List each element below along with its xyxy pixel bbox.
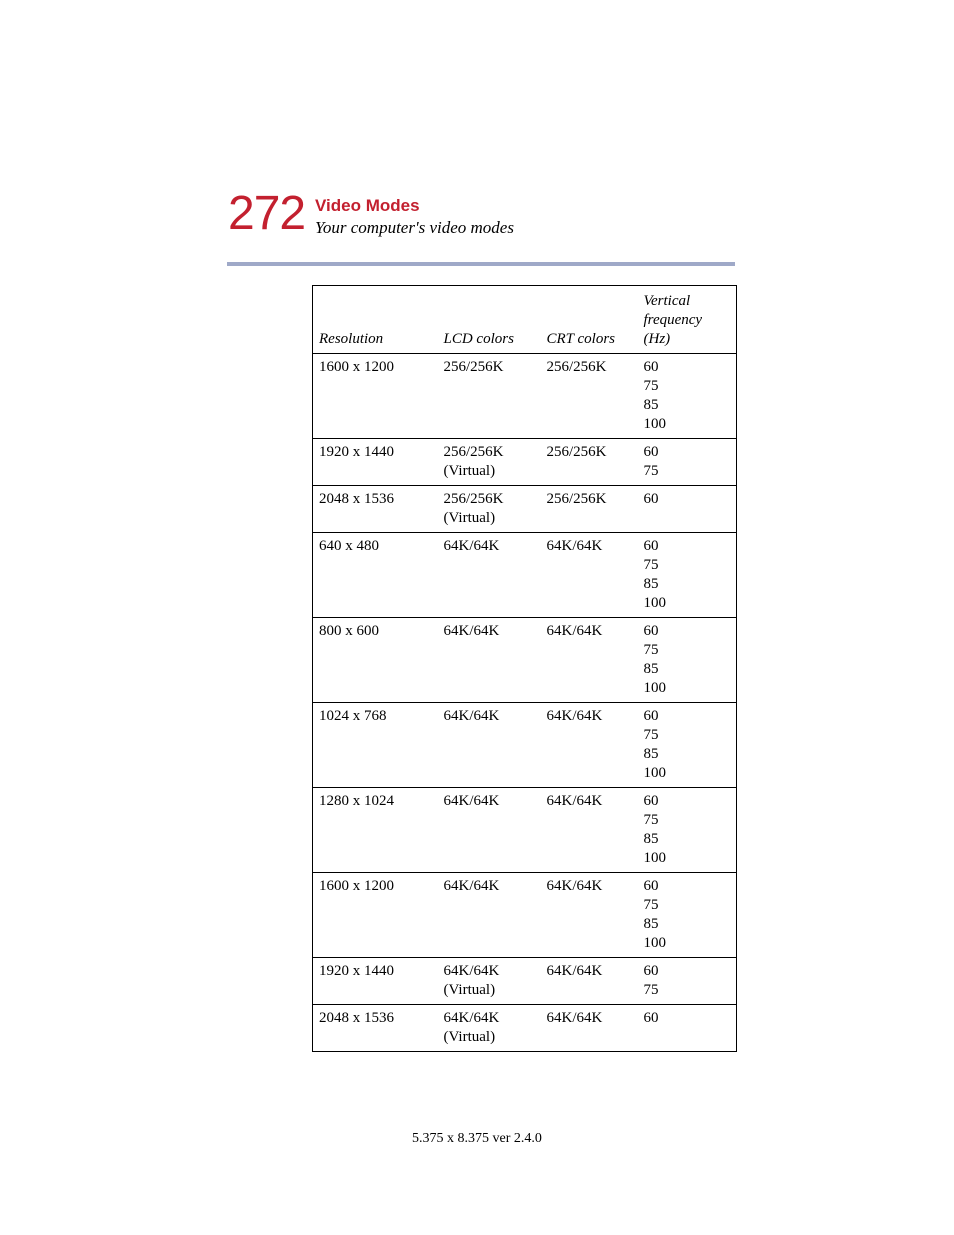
- cell-crt: 64K/64K: [541, 958, 638, 1005]
- cell-resolution: 1280 x 1024: [313, 788, 438, 873]
- table-row: 1600 x 120064K/64K64K/64K607585100: [313, 873, 737, 958]
- cell-freq: 607585100: [638, 703, 737, 788]
- page-number: 272: [228, 186, 305, 241]
- cell-resolution: 1920 x 1440: [313, 958, 438, 1005]
- cell-resolution: 800 x 600: [313, 618, 438, 703]
- cell-resolution: 1920 x 1440: [313, 439, 438, 486]
- page: 272 Video Modes Your computer's video mo…: [0, 0, 954, 1235]
- cell-freq: 6075: [638, 958, 737, 1005]
- page-footer: 5.375 x 8.375 ver 2.4.0: [0, 1131, 954, 1147]
- cell-resolution: 2048 x 1536: [313, 1005, 438, 1052]
- col-header-resolution: Resolution: [313, 286, 438, 354]
- cell-resolution: 2048 x 1536: [313, 486, 438, 533]
- section-heading: Video Modes: [315, 196, 420, 216]
- cell-freq: 607585100: [638, 618, 737, 703]
- cell-crt: 256/256K: [541, 439, 638, 486]
- horizontal-rule: [227, 262, 735, 266]
- cell-crt: 64K/64K: [541, 1005, 638, 1052]
- cell-lcd: 64K/64K: [438, 788, 541, 873]
- cell-freq: 607585100: [638, 533, 737, 618]
- cell-lcd: 64K/64K: [438, 873, 541, 958]
- cell-resolution: 1600 x 1200: [313, 873, 438, 958]
- col-header-freq: Verticalfrequency (Hz): [638, 286, 737, 354]
- cell-lcd: 256/256K: [438, 354, 541, 439]
- cell-freq: 607585100: [638, 354, 737, 439]
- col-header-crt: CRT colors: [541, 286, 638, 354]
- cell-freq: 607585100: [638, 873, 737, 958]
- table-body: 1600 x 1200256/256K256/256K6075851001920…: [313, 354, 737, 1052]
- cell-lcd: 64K/64K(Virtual): [438, 1005, 541, 1052]
- cell-lcd: 256/256K(Virtual): [438, 439, 541, 486]
- cell-lcd: 256/256K(Virtual): [438, 486, 541, 533]
- col-header-lcd: LCD colors: [438, 286, 541, 354]
- table-row: 2048 x 1536256/256K(Virtual)256/256K60: [313, 486, 737, 533]
- table-row: 1920 x 144064K/64K(Virtual)64K/64K6075: [313, 958, 737, 1005]
- table-header-row: Resolution LCD colors CRT colors Vertica…: [313, 286, 737, 354]
- cell-freq: 607585100: [638, 788, 737, 873]
- table-row: 1024 x 76864K/64K64K/64K607585100: [313, 703, 737, 788]
- video-modes-table: Resolution LCD colors CRT colors Vertica…: [312, 285, 737, 1052]
- video-modes-table-wrap: Resolution LCD colors CRT colors Vertica…: [312, 285, 736, 1052]
- table-row: 1920 x 1440256/256K(Virtual)256/256K6075: [313, 439, 737, 486]
- cell-crt: 64K/64K: [541, 618, 638, 703]
- table-row: 2048 x 153664K/64K(Virtual)64K/64K60: [313, 1005, 737, 1052]
- cell-freq: 60: [638, 486, 737, 533]
- cell-crt: 256/256K: [541, 354, 638, 439]
- cell-crt: 64K/64K: [541, 703, 638, 788]
- table-row: 1600 x 1200256/256K256/256K607585100: [313, 354, 737, 439]
- cell-lcd: 64K/64K(Virtual): [438, 958, 541, 1005]
- cell-resolution: 640 x 480: [313, 533, 438, 618]
- cell-crt: 64K/64K: [541, 873, 638, 958]
- cell-lcd: 64K/64K: [438, 618, 541, 703]
- section-subheading: Your computer's video modes: [315, 218, 514, 238]
- table-row: 1280 x 102464K/64K64K/64K607585100: [313, 788, 737, 873]
- table-row: 800 x 60064K/64K64K/64K607585100: [313, 618, 737, 703]
- table-row: 640 x 48064K/64K64K/64K607585100: [313, 533, 737, 618]
- cell-crt: 256/256K: [541, 486, 638, 533]
- cell-lcd: 64K/64K: [438, 703, 541, 788]
- cell-freq: 60: [638, 1005, 737, 1052]
- cell-crt: 64K/64K: [541, 788, 638, 873]
- cell-resolution: 1024 x 768: [313, 703, 438, 788]
- cell-resolution: 1600 x 1200: [313, 354, 438, 439]
- cell-freq: 6075: [638, 439, 737, 486]
- cell-lcd: 64K/64K: [438, 533, 541, 618]
- cell-crt: 64K/64K: [541, 533, 638, 618]
